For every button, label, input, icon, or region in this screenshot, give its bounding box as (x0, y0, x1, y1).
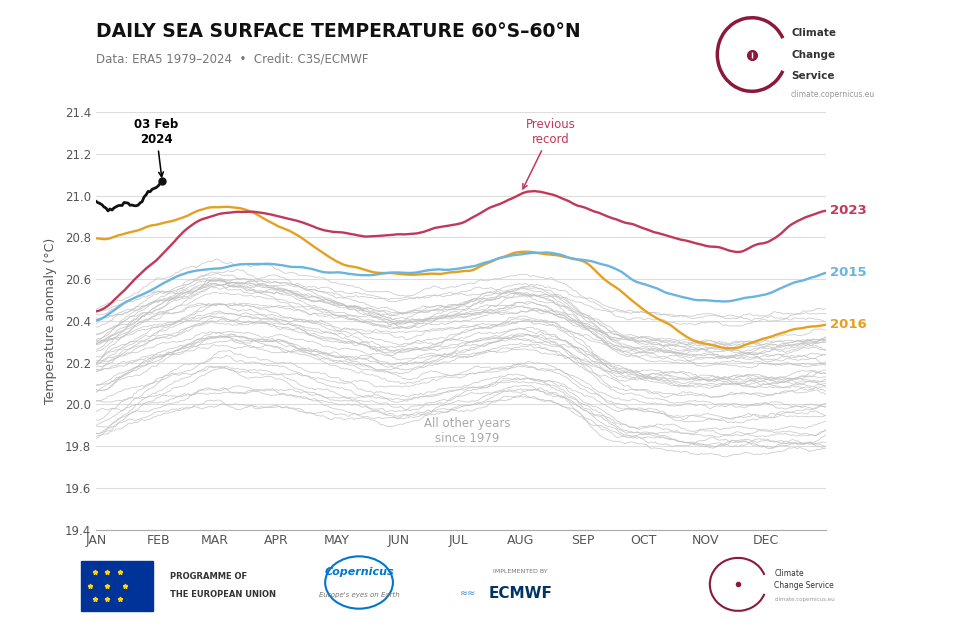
Text: Service: Service (791, 70, 834, 80)
Text: 2016: 2016 (829, 318, 866, 331)
Text: Europe's eyes on Earth: Europe's eyes on Earth (319, 592, 399, 598)
Text: ECMWF: ECMWF (489, 586, 552, 601)
Text: climate.copernicus.eu: climate.copernicus.eu (791, 90, 876, 99)
Text: IMPLEMENTED BY: IMPLEMENTED BY (493, 569, 547, 574)
Text: climate.copernicus.eu: climate.copernicus.eu (775, 597, 835, 602)
Text: Copernicus: Copernicus (324, 567, 394, 577)
Text: All other years
since 1979: All other years since 1979 (423, 417, 510, 445)
Text: Data: ERA5 1979–2024  •  Credit: C3S/ECMWF: Data: ERA5 1979–2024 • Credit: C3S/ECMWF (96, 53, 369, 66)
Text: 2015: 2015 (829, 267, 866, 280)
Text: DAILY SEA SURFACE TEMPERATURE 60°S–60°N: DAILY SEA SURFACE TEMPERATURE 60°S–60°N (96, 22, 581, 40)
FancyBboxPatch shape (81, 561, 154, 611)
Text: 03 Feb
2024: 03 Feb 2024 (134, 118, 179, 177)
Text: Climate: Climate (775, 569, 804, 578)
Text: THE EUROPEAN UNION: THE EUROPEAN UNION (170, 591, 276, 599)
Y-axis label: Temperature anomaly (°C): Temperature anomaly (°C) (43, 238, 57, 404)
Text: Change: Change (791, 49, 835, 60)
Text: Climate: Climate (791, 29, 836, 39)
Text: Change Service: Change Service (775, 581, 834, 590)
Text: ≈≈: ≈≈ (460, 588, 476, 598)
Text: PROGRAMME OF: PROGRAMME OF (170, 572, 247, 581)
Text: Previous
record: Previous record (523, 118, 576, 189)
Text: 2023: 2023 (829, 204, 866, 217)
